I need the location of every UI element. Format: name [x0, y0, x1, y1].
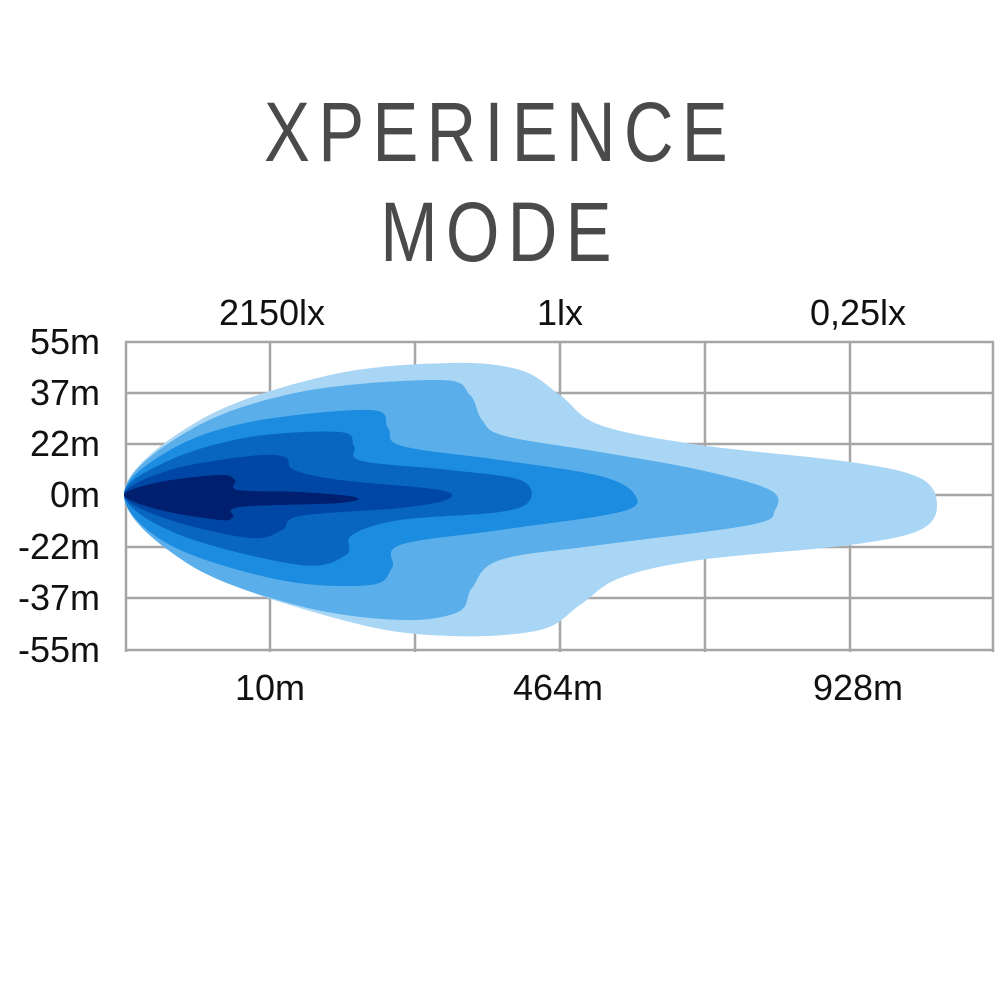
y-tick-label: 0m	[50, 474, 100, 515]
top-label: 0,25lx	[810, 292, 906, 333]
title-line-1: XPERIENCE	[264, 85, 736, 179]
y-tick-label: 55m	[30, 321, 100, 362]
y-tick-label: 22m	[30, 423, 100, 464]
bottom-label: 928m	[813, 667, 903, 708]
top-label: 1lx	[537, 292, 583, 333]
y-tick-label: -37m	[18, 577, 100, 618]
bottom-label: 10m	[235, 667, 305, 708]
top-label: 2150lx	[219, 292, 325, 333]
y-tick-label: -22m	[18, 526, 100, 567]
title-line-2: MODE	[380, 185, 620, 279]
y-tick-label: 37m	[30, 372, 100, 413]
bottom-label: 464m	[513, 667, 603, 708]
y-tick-label: -55m	[18, 629, 100, 670]
illuminance-contour-6	[124, 474, 359, 521]
